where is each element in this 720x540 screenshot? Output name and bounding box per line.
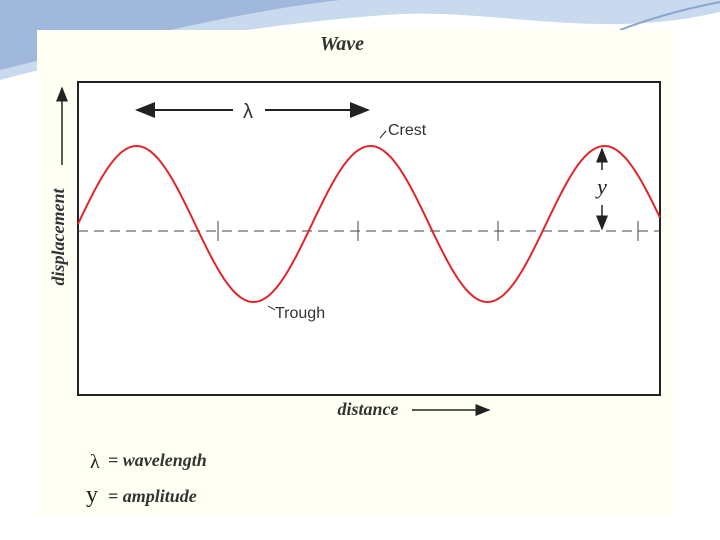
plot-box [77, 81, 661, 396]
y-axis-label: displacement [48, 188, 68, 286]
wave [77, 144, 661, 304]
pointer [267, 305, 276, 311]
legend-text: = amplitude [108, 486, 197, 506]
wavelength-symbol: λ [243, 101, 253, 123]
ticks [217, 221, 639, 241]
swoosh [0, 0, 340, 70]
title: Wave [320, 33, 364, 55]
legend-text: = wavelength [108, 450, 207, 470]
swoosh-line [619, 1, 720, 31]
trough-label: Trough [275, 305, 325, 322]
x-axis-label: distance [338, 399, 399, 419]
amplitude-symbol: y [595, 174, 607, 199]
pointer [379, 130, 387, 139]
legend-symbol: λ [90, 451, 100, 473]
crest-label: Crest [388, 122, 427, 139]
legend-symbol: y [86, 482, 98, 508]
